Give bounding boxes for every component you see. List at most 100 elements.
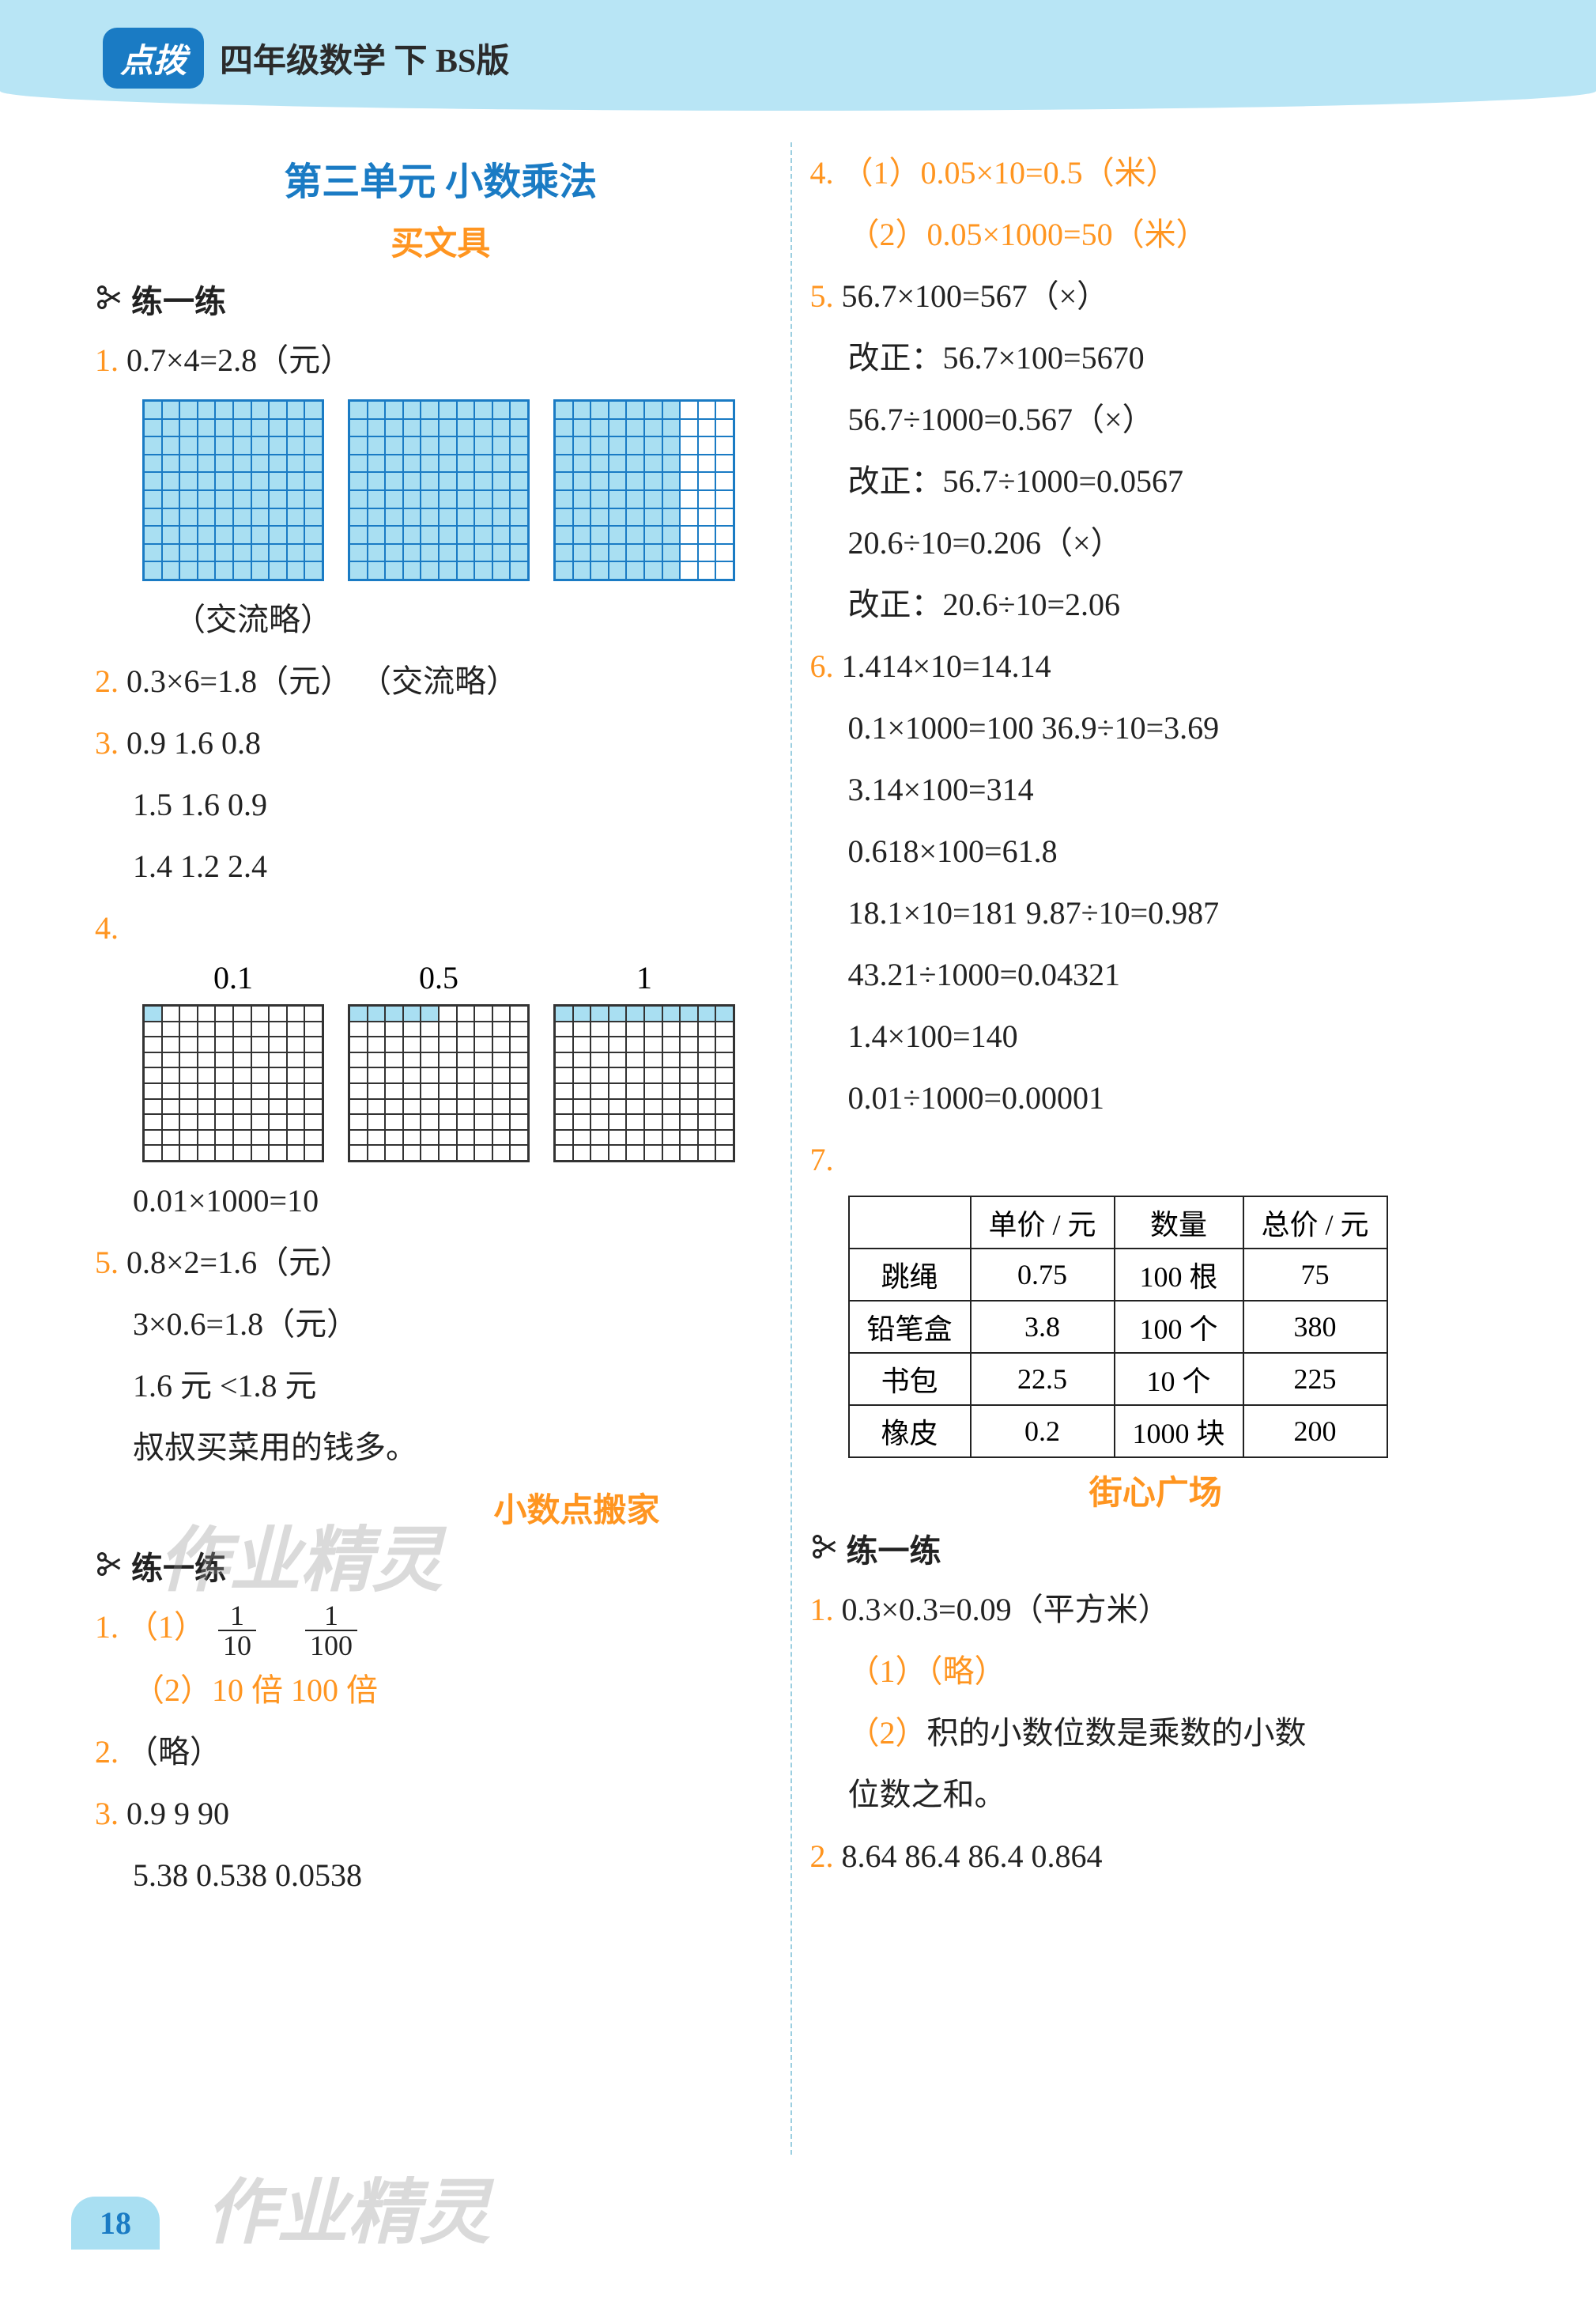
- table-header-row: 单价 / 元 数量 总价 / 元: [849, 1196, 1387, 1249]
- b2-line: 2. （略）: [95, 1721, 787, 1783]
- q3-row1: 0.9 1.6 0.8: [126, 725, 261, 761]
- q4-label-2: 1: [553, 959, 735, 996]
- r-q6-line1: 1.414×10=14.14: [842, 648, 1051, 684]
- grid-block: [348, 399, 530, 581]
- q5-line1: 0.8×2=1.6（元）: [126, 1245, 352, 1280]
- logo-badge: 点拨: [103, 28, 204, 89]
- b1-num: 1.: [95, 1609, 119, 1645]
- b1-p1-label: （1）: [126, 1609, 206, 1645]
- cell: 75: [1243, 1249, 1387, 1301]
- cell: 380: [1243, 1301, 1387, 1353]
- r-q6-line4: 0.618×100=61.8: [810, 821, 1502, 882]
- r-q6-l1: 6. 1.414×10=14.14: [810, 636, 1502, 697]
- r-q6-line8: 0.01÷1000=0.00001: [810, 1067, 1502, 1129]
- cell: 0.75: [971, 1249, 1115, 1301]
- q3-num: 3.: [95, 725, 119, 761]
- r-c1-p1: （1）（略）: [810, 1641, 1502, 1702]
- cell: 书包: [849, 1353, 971, 1405]
- r-c1-p2b: 积的小数位数是乘数的小数: [927, 1715, 1307, 1751]
- cell: 200: [1243, 1405, 1387, 1457]
- left-column: 第三单元 小数乘法 买文具 练一练 1. 0.7×4=2.8（元） （交流略） …: [95, 142, 787, 1906]
- b3-row1: 0.9 9 90: [126, 1796, 229, 1831]
- r-c2-num: 2.: [810, 1838, 834, 1874]
- q4-bottom: 0.01×1000=10: [95, 1170, 787, 1232]
- r-c1-p2a: （2）: [848, 1715, 927, 1751]
- r-q4-p1: 4. （1）0.05×10=0.5（米）: [810, 142, 1502, 204]
- cell: 100 个: [1115, 1301, 1243, 1353]
- page-header: 点拨 四年级数学 下 BS版: [0, 0, 1596, 111]
- r-q7-num-line: 7.: [810, 1129, 1502, 1191]
- cell: 0.2: [971, 1405, 1115, 1457]
- r-q7-num: 7.: [810, 1142, 834, 1177]
- q4-label-0: 0.1: [142, 959, 324, 996]
- th-qty: 数量: [1115, 1196, 1243, 1249]
- r-c1-line1: 0.3×0.3=0.09（平方米）: [842, 1592, 1170, 1627]
- q5-line3: 1.6 元 <1.8 元: [95, 1355, 787, 1417]
- q1-num: 1.: [95, 342, 119, 378]
- cell: 3.8: [971, 1301, 1115, 1353]
- q3-row2: 1.5 1.6 0.9: [95, 774, 787, 836]
- r-q6-line5: 18.1×10=181 9.87÷10=0.987: [810, 882, 1502, 944]
- th-total: 总价 / 元: [1243, 1196, 1387, 1249]
- frac-den: 10: [218, 1631, 256, 1660]
- th-price: 单价 / 元: [971, 1196, 1115, 1249]
- r-c1-p2c: 位数之和。: [810, 1764, 1502, 1826]
- practice-header-2: 练一练: [95, 1543, 787, 1589]
- r-c1-num: 1.: [810, 1592, 834, 1627]
- r-c1-p1-txt: （1）（略）: [848, 1653, 1006, 1689]
- b3-num: 3.: [95, 1796, 119, 1831]
- header-content: 点拨 四年级数学 下 BS版: [103, 28, 509, 89]
- watermark: 作业精灵: [206, 2155, 490, 2257]
- q4-labels: 0.1 0.5 1: [142, 959, 787, 996]
- practice-label: 练一练: [131, 276, 226, 322]
- subsection-2: 小数点搬家: [95, 1483, 787, 1532]
- b2-num: 2.: [95, 1734, 119, 1770]
- q3-r1: 3. 0.9 1.6 0.8: [95, 712, 787, 774]
- b3-row2: 5.38 0.538 0.0538: [95, 1845, 787, 1906]
- cell: 跳绳: [849, 1249, 971, 1301]
- q1-grids: [142, 399, 787, 581]
- r-q5-num: 5.: [810, 278, 834, 314]
- r-c1-p2-line1: （2）积的小数位数是乘数的小数: [810, 1702, 1502, 1764]
- r-q5-l1: 5. 56.7×100=567（×）: [810, 266, 1502, 327]
- r-q6-line3: 3.14×100=314: [810, 759, 1502, 821]
- cell: 铅笔盒: [849, 1301, 971, 1353]
- r-q6-line2: 0.1×1000=100 36.9÷10=3.69: [810, 697, 1502, 759]
- r-q6-num: 6.: [810, 648, 834, 684]
- q4-num: 4.: [95, 910, 119, 946]
- right-column: 4. （1）0.05×10=0.5（米） （2）0.05×1000=50（米） …: [810, 142, 1502, 1906]
- r-q6-line6: 43.21÷1000=0.04321: [810, 944, 1502, 1006]
- cell: 22.5: [971, 1353, 1115, 1405]
- fraction-1-100: 1100: [305, 1601, 357, 1660]
- q1-note: （交流略）: [95, 589, 787, 651]
- r-q5-line6: 改正：20.6÷10=2.06: [810, 574, 1502, 636]
- q5-line2: 3×0.6=1.8（元）: [95, 1294, 787, 1355]
- b1-p2-full: （2）10 倍 100 倍: [133, 1672, 378, 1708]
- grid100: [142, 1004, 324, 1162]
- r-q4-p1-txt: （1）0.05×10=0.5（米）: [842, 155, 1178, 191]
- grid-block-partial: [553, 399, 735, 581]
- r-q4-p2-txt: （2）0.05×1000=50（米）: [848, 217, 1208, 252]
- column-divider: [790, 142, 792, 2155]
- r-q4-num: 4.: [810, 155, 834, 191]
- r-q5-line3: 56.7÷1000=0.567（×）: [810, 389, 1502, 451]
- cell: 橡皮: [849, 1405, 971, 1457]
- cell: 1000 块: [1115, 1405, 1243, 1457]
- scissors-icon: [810, 1532, 839, 1565]
- scissors-icon: [95, 1550, 123, 1582]
- practice-header-1: 练一练: [95, 276, 787, 322]
- b2-txt: （略）: [126, 1734, 221, 1770]
- page-body: 第三单元 小数乘法 买文具 练一练 1. 0.7×4=2.8（元） （交流略） …: [0, 111, 1596, 1938]
- q2-num: 2.: [95, 663, 119, 699]
- q1-line: 1. 0.7×4=2.8（元）: [95, 330, 787, 391]
- cell: 100 根: [1115, 1249, 1243, 1301]
- r-c2-line: 2. 8.64 86.4 86.4 0.864: [810, 1826, 1502, 1887]
- grid100: [553, 1004, 735, 1162]
- q5-num: 5.: [95, 1245, 119, 1280]
- fraction-1-10: 110: [218, 1601, 256, 1660]
- q5-line4: 叔叔买菜用的钱多。: [95, 1417, 787, 1479]
- frac-den: 100: [305, 1631, 357, 1660]
- grid-block: [142, 399, 324, 581]
- b1-p1: 1. （1） 110 1100: [95, 1596, 787, 1660]
- scissors-icon: [95, 283, 123, 315]
